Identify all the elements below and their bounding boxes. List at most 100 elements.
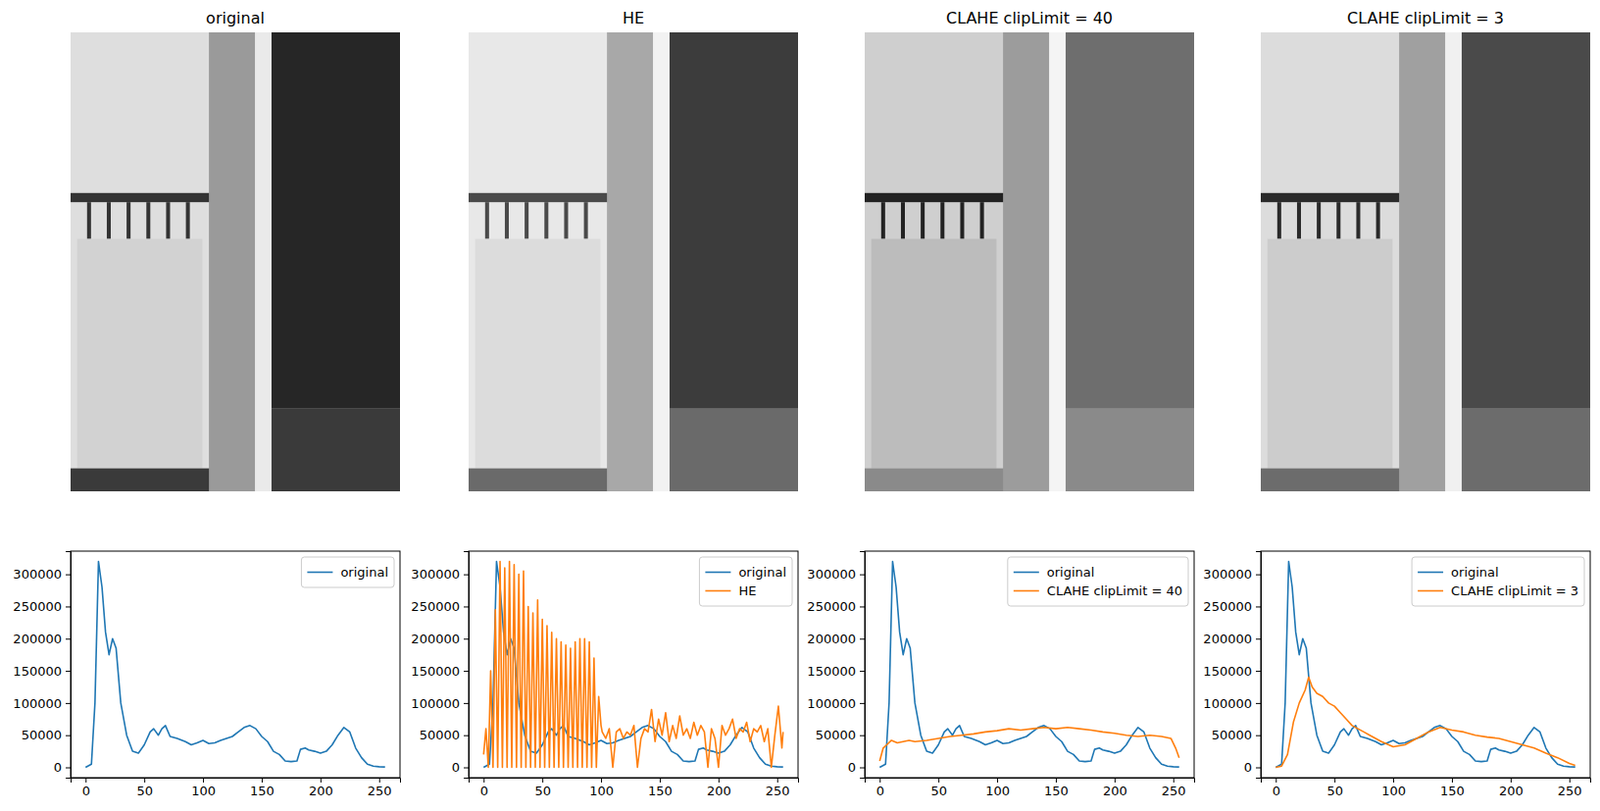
- railing-bar: [1316, 201, 1321, 239]
- railing-bar: [1336, 201, 1341, 239]
- tick-mark: [1275, 777, 1277, 783]
- tick-mark: [144, 777, 146, 783]
- tick-mark: [483, 777, 485, 783]
- tick: 100000: [410, 696, 469, 711]
- railing-bar: [584, 201, 589, 239]
- legend: originalHE: [699, 556, 793, 606]
- tick: 50000: [21, 727, 71, 743]
- tick: 50000: [419, 727, 469, 743]
- railing-bar: [980, 201, 985, 239]
- y-axis: 050000100000150000200000250000300000: [806, 551, 865, 779]
- tick-label: 0: [1244, 759, 1252, 775]
- tick-label: 50: [136, 783, 153, 799]
- series-line: [483, 561, 783, 768]
- legend-box: [699, 556, 793, 606]
- tick-mark: [463, 574, 469, 576]
- tick-mark: [1055, 777, 1057, 783]
- x-axis: 050100150200250: [469, 777, 800, 799]
- tick: 0: [480, 777, 489, 799]
- legend: originalCLAHE clipLimit = 3: [1411, 556, 1585, 606]
- tick-label: 200: [706, 783, 732, 799]
- tick: 150: [1440, 777, 1465, 799]
- floor-right: [271, 408, 400, 492]
- tick-mark: [879, 777, 881, 783]
- tick-mark: [859, 605, 865, 607]
- tick: 300000: [410, 566, 469, 582]
- railing-bar: [165, 201, 170, 239]
- axis-line: [865, 778, 1196, 784]
- railing: [70, 193, 219, 202]
- tick-label: 150: [250, 783, 275, 799]
- tick-mark: [542, 777, 544, 783]
- legend-label: CLAHE clipLimit = 40: [1047, 583, 1183, 599]
- tick-label: 50000: [1211, 727, 1252, 743]
- tick: 250: [1161, 777, 1187, 799]
- tick-label: 50000: [21, 727, 62, 743]
- tick-mark: [85, 777, 87, 783]
- tick: 150: [648, 777, 673, 799]
- railing-bar: [940, 201, 945, 239]
- tick: 200: [308, 777, 334, 799]
- plot-area: [483, 561, 783, 768]
- tick: 250000: [1202, 599, 1261, 614]
- legend-label: original: [340, 564, 389, 580]
- wardrobe: [271, 32, 400, 409]
- tick: 150: [250, 777, 275, 799]
- tick-mark: [463, 702, 469, 704]
- tick-label: 100000: [410, 696, 460, 711]
- legend-label: CLAHE clipLimit = 3: [1450, 583, 1579, 599]
- railing-bar: [1355, 201, 1360, 239]
- tick-label: 0: [53, 759, 62, 775]
- railing-bar: [563, 201, 568, 239]
- railing-bar: [504, 201, 509, 239]
- tick-label: 200000: [806, 631, 856, 647]
- tick-label: 250000: [12, 599, 62, 614]
- y-axis: 050000100000150000200000250000300000: [1202, 551, 1261, 779]
- tick-mark: [1114, 777, 1116, 783]
- tick-mark: [1255, 670, 1261, 672]
- tick-label: 200: [308, 783, 334, 799]
- tick-label: 0: [451, 759, 460, 775]
- railing-bar: [146, 201, 150, 239]
- tick-label: 200000: [12, 631, 62, 647]
- tick-mark: [1510, 777, 1512, 783]
- tick: 150000: [806, 663, 865, 679]
- series-line: [85, 561, 385, 768]
- tick-label: 150: [648, 783, 673, 799]
- tick-mark: [65, 574, 71, 576]
- series-line: [483, 561, 783, 768]
- tick: 0: [82, 777, 91, 799]
- window: [70, 32, 400, 492]
- legend-box: [300, 556, 395, 588]
- pillar: [652, 32, 670, 492]
- tick: 0: [451, 759, 469, 775]
- tick-mark: [859, 702, 865, 704]
- tick: 0: [848, 759, 865, 775]
- legend-label: original: [1047, 564, 1096, 580]
- tick-label: 250: [765, 783, 791, 799]
- railing-bar: [485, 201, 490, 239]
- tick-label: 150000: [12, 663, 62, 679]
- tick-mark: [65, 638, 71, 640]
- railing-bar: [900, 201, 905, 239]
- wardrobe: [1461, 32, 1591, 409]
- tick: 50: [930, 777, 948, 799]
- tick: 150000: [12, 663, 71, 679]
- tick-label: 0: [82, 783, 91, 799]
- window: [864, 32, 1195, 492]
- wardrobe: [669, 32, 799, 409]
- legend-swatch: [1013, 571, 1040, 574]
- tick-label: 0: [848, 759, 856, 775]
- figure: originalHE CLAHE clipLimit = 40 CLAHE clip…: [0, 0, 1600, 811]
- window: [468, 32, 799, 492]
- tick-label: 0: [480, 783, 489, 799]
- tick: 100000: [806, 696, 865, 711]
- tick-label: 50: [930, 783, 948, 799]
- tick: 50000: [815, 727, 865, 743]
- legend-swatch: [1417, 590, 1444, 593]
- tick-mark: [1393, 777, 1395, 783]
- tick-label: 50000: [815, 727, 856, 743]
- tick: 200000: [1202, 631, 1261, 647]
- tick-label: 200000: [410, 631, 460, 647]
- tick: 50: [534, 777, 551, 799]
